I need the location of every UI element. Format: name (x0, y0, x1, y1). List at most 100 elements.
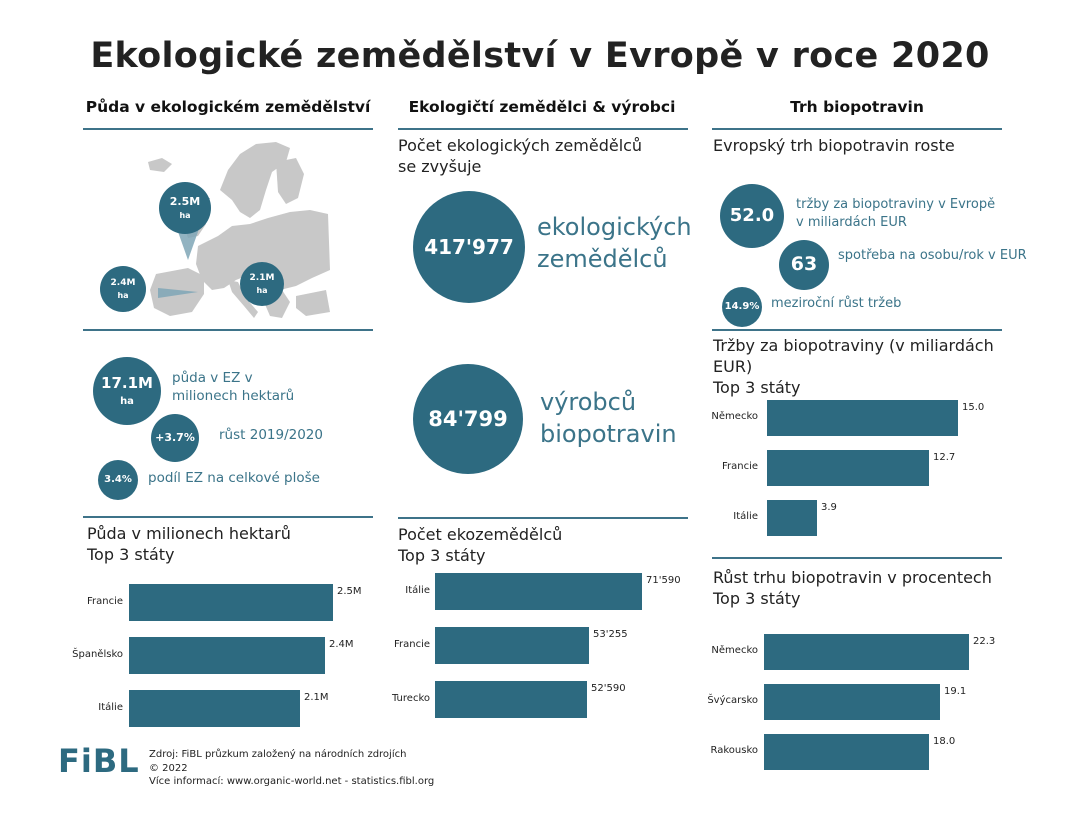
map-marker-unit: ha (179, 211, 191, 221)
chart-category-label: Německo (711, 645, 758, 656)
land-area-circle: 17.1M ha (93, 357, 161, 425)
chart-title-line2: Top 3 státy (713, 588, 801, 608)
chart-bar (764, 734, 929, 770)
divider (83, 516, 373, 518)
footer-text: Zdroj: FiBL průzkum založený na národníc… (149, 748, 434, 789)
chart-title-line1: Počet ekozemědělců (398, 525, 563, 544)
farmers-count-value: 417'977 (424, 234, 514, 259)
divider (398, 128, 688, 130)
footer-source: Zdroj: FiBL průzkum založený na národníc… (149, 749, 407, 760)
divider (83, 329, 373, 331)
chart-category-label: Francie (86, 595, 123, 607)
chart-bar (767, 500, 817, 536)
chart-value-label: 15.0 (962, 402, 985, 413)
chart-value-label: 12.7 (933, 452, 956, 463)
footer-more-info: Více informací: www.organic-world.net - … (149, 776, 435, 787)
chart-value-label: 18.0 (933, 736, 956, 747)
divider (712, 557, 1002, 559)
land-share-value: 3.4% (104, 474, 132, 486)
column-heading-farmers: Ekologičtí zemědělci & výrobci (408, 98, 676, 116)
processors-count-value: 84'799 (428, 406, 508, 431)
market-per-capita-label: spotřeba na osobu/rok v EUR (838, 248, 1027, 263)
chart-value-label: 53'255 (593, 629, 628, 640)
land-growth-circle: +3.7% (151, 414, 199, 462)
market-heading: Evropský trh biopotravin roste (713, 136, 955, 155)
map-marker-unit: ha (117, 290, 129, 300)
land-area-label: půda v EZ v milionech hektarů (172, 370, 295, 405)
land-share-circle: 3.4% (98, 460, 138, 500)
chart-bar (764, 634, 969, 670)
farmers-count-label-line1: ekologických (537, 213, 692, 241)
chart-category-label: Rakousko (710, 745, 758, 756)
chart-category-label: Itálie (733, 511, 758, 522)
market-growth-circle: 14.9% (722, 287, 762, 327)
chart-category-label: Německo (711, 411, 758, 422)
chart-land-title: Půda v milionech hektarů Top 3 státy (87, 524, 367, 566)
map-marker-spain: 2.4M ha (100, 266, 146, 312)
chart-bar (129, 584, 333, 621)
map-marker-italy: 2.1M ha (240, 262, 284, 306)
chart-title-line2: Top 3 státy (398, 545, 486, 565)
processors-count-label-line2: biopotravin (540, 420, 677, 449)
chart-title-line2: Top 3 státy (713, 377, 801, 397)
chart-category-label: Francie (721, 461, 758, 472)
chart-category-label: Španělsko (72, 648, 123, 660)
land-growth-value: +3.7% (155, 430, 195, 444)
processors-count-label: výrobců biopotravin (540, 386, 677, 451)
divider (712, 128, 1002, 130)
chart-value-label: 22.3 (973, 636, 996, 647)
footer-copyright: © 2022 (149, 762, 188, 774)
chart-bar (764, 684, 940, 720)
chart-sales-title: Tržby za biopotraviny (v miliardách EUR)… (713, 336, 1033, 398)
chart-value-label: 2.5M (337, 586, 362, 597)
divider (712, 329, 1002, 331)
market-sales-value: 52.0 (729, 204, 775, 226)
processors-count-label-line1: výrobců (540, 388, 637, 416)
market-sales-label: tržby za biopotraviny v Evropě v miliard… (796, 197, 996, 230)
chart-bar (435, 573, 642, 610)
chart-bar (767, 450, 929, 486)
farmers-count-label: ekologických zemědělců (537, 211, 692, 276)
chart-title-line1: Růst trhu biopotravin v procentech (713, 568, 992, 587)
chart-value-label: 2.1M (304, 692, 329, 703)
chart-growth-title: Růst trhu biopotravin v procentech Top 3… (713, 568, 1013, 610)
chart-category-label: Turecko (391, 692, 430, 704)
chart-bar (435, 681, 587, 718)
column-heading-market: Trh biopotravin (790, 98, 924, 116)
chart-title-line1: Tržby za biopotraviny (v miliardách EUR) (713, 336, 994, 376)
chart-value-label: 3.9 (821, 502, 837, 513)
chart-value-label: 71'590 (646, 575, 681, 586)
chart-title-line1: Půda v milionech hektarů (87, 524, 291, 543)
chart-category-label: Itálie (98, 701, 123, 713)
market-growth-value: 14.9% (724, 301, 760, 313)
market-per-capita-value: 63 (790, 253, 818, 276)
chart-bar (129, 637, 325, 674)
land-area-value: 17.1M (101, 373, 153, 392)
chart-value-label: 52'590 (591, 683, 626, 694)
farmers-count-circle: 417'977 (413, 191, 525, 303)
chart-bar (435, 627, 589, 664)
map-marker-unit: ha (256, 285, 268, 295)
page-title: Ekologické zemědělství v Evropě v roce 2… (90, 36, 990, 76)
divider (398, 517, 688, 519)
column-heading-land: Půda v ekologickém zemědělství (85, 98, 371, 116)
chart-category-label: Švýcarsko (707, 695, 758, 706)
divider (83, 128, 373, 130)
chart-farmers-title: Počet ekozemědělců Top 3 státy (398, 525, 678, 567)
chart-category-label: Itálie (405, 584, 430, 596)
market-sales-circle: 52.0 (720, 184, 784, 248)
processors-count-circle: 84'799 (413, 364, 523, 474)
land-area-unit: ha (120, 395, 134, 407)
chart-value-label: 19.1 (944, 686, 967, 697)
chart-category-label: Francie (393, 638, 430, 650)
chart-title-line2: Top 3 státy (87, 544, 175, 564)
chart-bar (767, 400, 958, 436)
map-marker-value: 2.4M (110, 278, 136, 289)
chart-bar (129, 690, 300, 727)
land-share-label: podíl EZ na celkové ploše (148, 470, 320, 486)
chart-value-label: 2.4M (329, 639, 354, 650)
market-growth-label: meziroční růst tržeb (771, 296, 902, 311)
map-marker-value: 2.5M (169, 194, 201, 208)
map-marker-france: 2.5M ha (159, 182, 211, 234)
farmers-heading: Počet ekologických zemědělců se zvyšuje (398, 136, 643, 176)
